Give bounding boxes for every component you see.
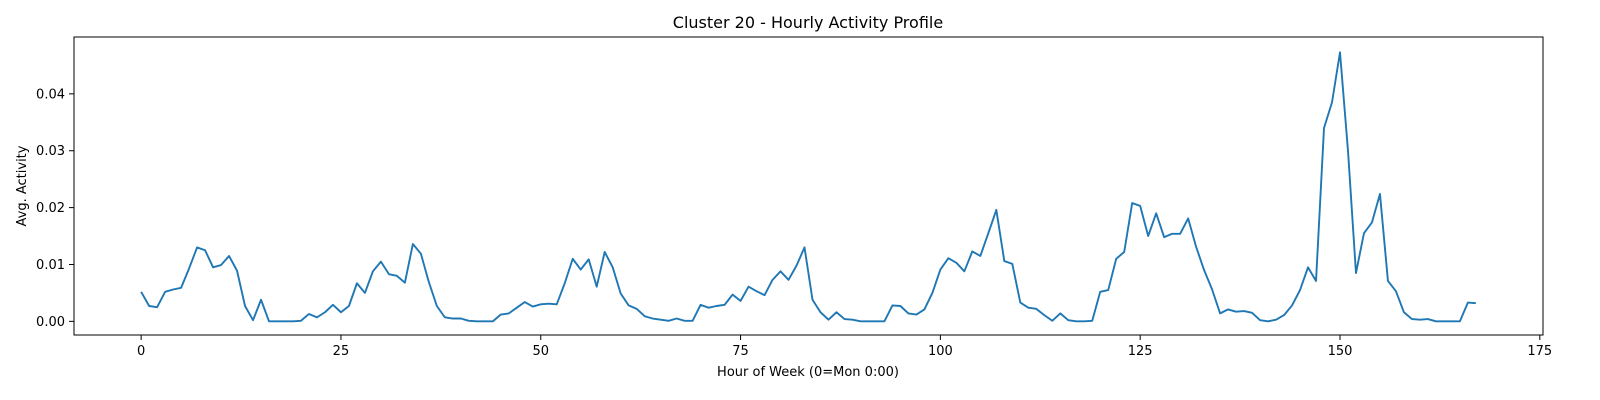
x-tick-label: 150 bbox=[1328, 344, 1353, 359]
x-tick-label: 50 bbox=[532, 344, 549, 359]
y-tick-label: 0.04 bbox=[36, 87, 65, 102]
axes-frame bbox=[73, 36, 1544, 336]
x-tick-label: 75 bbox=[732, 344, 749, 359]
x-axis-label: Hour of Week (0=Mon 0:00) bbox=[717, 365, 899, 380]
x-tick-label: 125 bbox=[1128, 344, 1153, 359]
y-tick-label: 0.01 bbox=[36, 258, 65, 273]
chart-title: Cluster 20 - Hourly Activity Profile bbox=[673, 13, 943, 32]
x-tick-label: 25 bbox=[333, 344, 350, 359]
x-tick-label: 175 bbox=[1527, 344, 1552, 359]
y-axis: 0.00 0.01 0.02 0.03 0.04 bbox=[36, 87, 74, 330]
y-tick-label: 0.02 bbox=[36, 201, 65, 216]
y-tick-label: 0.03 bbox=[36, 144, 65, 159]
x-axis: 0 25 50 75 100 125 150 175 bbox=[137, 335, 1552, 359]
x-tick-label: 0 bbox=[137, 344, 145, 359]
series-line bbox=[140, 51, 1476, 323]
y-tick-label: 0.00 bbox=[36, 315, 65, 330]
y-axis-label: Avg. Activity bbox=[15, 145, 30, 226]
x-tick-label: 100 bbox=[928, 344, 953, 359]
